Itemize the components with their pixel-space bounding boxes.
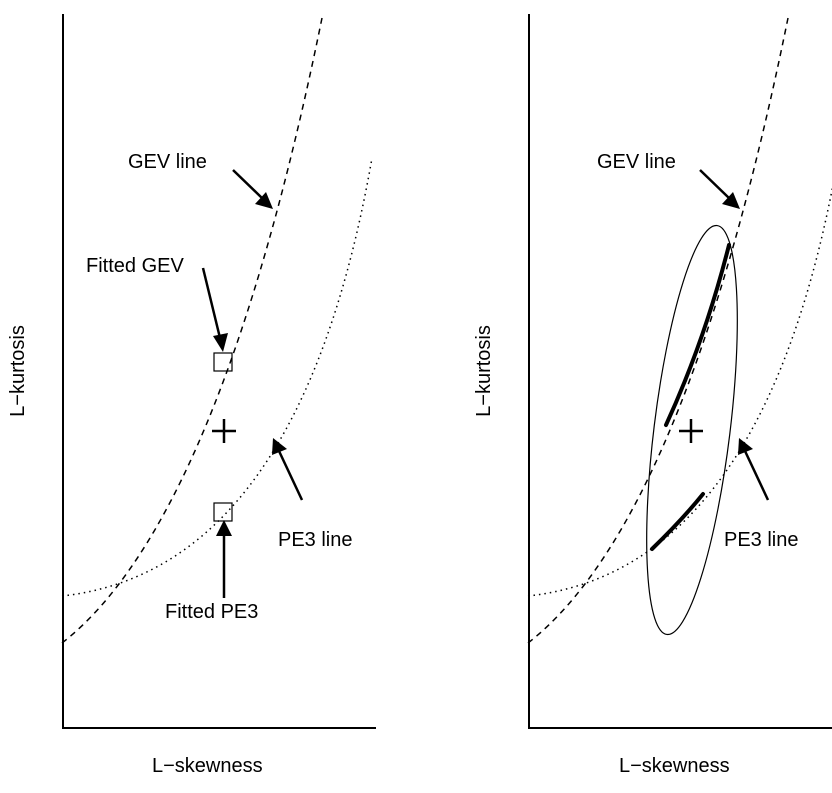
left-fitted-pe3-arrow bbox=[216, 520, 232, 598]
right-pe3-line-label: PE3 line bbox=[724, 529, 799, 551]
right-gev-line-label: GEV line bbox=[597, 151, 676, 173]
left-gev-line-label: GEV line bbox=[128, 151, 207, 173]
left-y-axis-label: L−kurtosis bbox=[7, 325, 29, 417]
right-pe3-segment-inside-ellipse bbox=[650, 492, 705, 551]
left-pe3-line-arrow bbox=[272, 438, 304, 501]
left-fitted-pe3-label: Fitted PE3 bbox=[165, 601, 258, 623]
left-x-axis-label: L−skewness bbox=[152, 755, 263, 777]
right-x-axis-label: L−skewness bbox=[619, 755, 730, 777]
left-sample-point-cross bbox=[212, 419, 236, 443]
left-fitted-gev-marker bbox=[213, 352, 233, 372]
left-fitted-gev-label: Fitted GEV bbox=[86, 255, 184, 277]
left-pe3-line-label: PE3 line bbox=[278, 529, 353, 551]
right-sampling-ellipse bbox=[646, 224, 738, 636]
right-y-axis-label: L−kurtosis bbox=[473, 325, 495, 417]
left-panel: GEV line Fitted GEV PE3 line Fitted PE3 … bbox=[7, 14, 376, 777]
left-fitted-gev-arrow bbox=[201, 267, 228, 352]
right-gev-line-arrow bbox=[699, 169, 740, 209]
left-gev-line-arrow bbox=[232, 169, 273, 209]
right-sample-point-cross bbox=[679, 419, 703, 443]
right-pe3-line-arrow bbox=[738, 438, 770, 501]
right-gev-segment-inside-ellipse bbox=[664, 243, 731, 427]
right-panel: GEV line PE3 line L−skewness L−kurtosis bbox=[473, 14, 832, 777]
left-fitted-pe3-marker bbox=[213, 502, 233, 522]
